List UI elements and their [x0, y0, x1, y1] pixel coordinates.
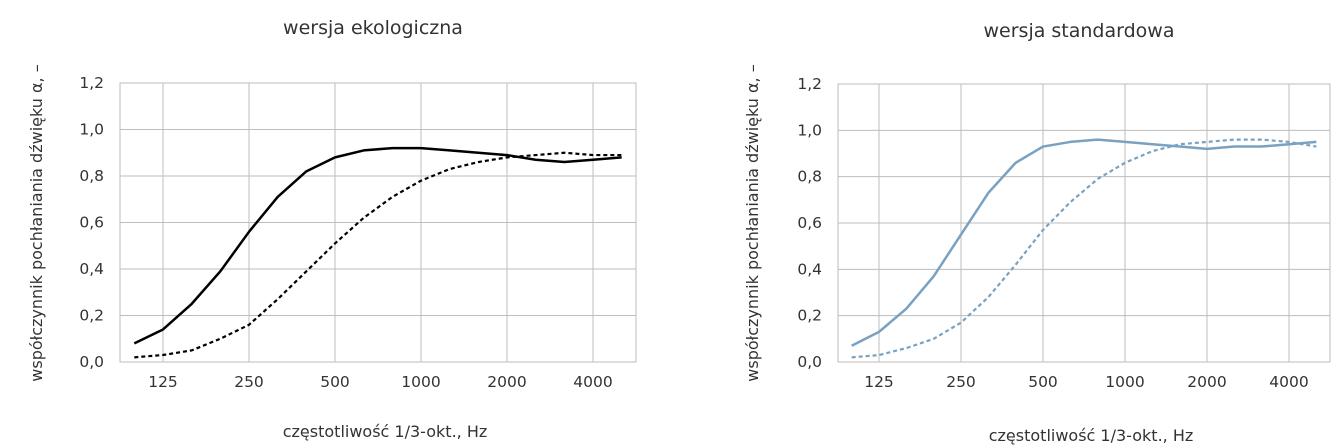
series-line-solid	[133, 146, 622, 345]
x-tick-label: 500	[320, 373, 350, 391]
x-tick-label: 4000	[1269, 373, 1308, 391]
series-line-dashed	[134, 151, 622, 359]
x-axis-label: częstotliwość 1/3-okt., Hz	[989, 426, 1194, 445]
chart-1: wersja ekologiczna 0,0 0,2 0,4 0,6 0,8 1,0 1,2 1…	[27, 17, 637, 441]
x-axis-label: częstotliwość 1/3-okt., Hz	[283, 422, 488, 441]
series-line-dashed	[851, 138, 1317, 359]
y-tick-label: 0,6	[79, 214, 104, 232]
y-axis-label: współczynnik pochłaniania dźwięku α, –	[743, 64, 762, 381]
x-tick-label: 1000	[1105, 373, 1144, 391]
series-line-solid	[851, 138, 1317, 347]
y-axis-label: współczynnik pochłaniania dźwięku α, –	[27, 64, 46, 381]
y-tick-label: 0,8	[797, 168, 822, 186]
plot-frame	[837, 83, 1331, 363]
x-tick-label: 500	[1028, 373, 1058, 391]
x-tick-label: 125	[148, 373, 178, 391]
y-tick-label: 0,4	[79, 260, 104, 278]
x-tick-label: 250	[234, 373, 264, 391]
y-tick-label: 0,8	[79, 167, 104, 185]
y-tick-label: 1,0	[79, 121, 104, 139]
x-tick-label: 4000	[573, 373, 612, 391]
x-tick-label: 1000	[401, 373, 440, 391]
y-tick-label: 0,2	[797, 307, 822, 325]
plot-frame	[119, 82, 637, 363]
x-tick-label: 2000	[1187, 373, 1226, 391]
y-tick-label: 1,2	[797, 75, 822, 93]
x-tick-label: 250	[946, 373, 976, 391]
y-tick-label: 1,0	[797, 121, 822, 139]
y-tick-label: 0,6	[797, 214, 822, 232]
y-tick-label: 0,4	[797, 260, 822, 278]
chart-title: wersja ekologiczna	[283, 17, 463, 39]
y-tick-label: 0,2	[79, 307, 104, 325]
x-tick-label: 125	[864, 373, 894, 391]
x-tick-label: 2000	[487, 373, 526, 391]
y-tick-label: 0,0	[797, 353, 822, 371]
y-tick-label: 0,0	[79, 353, 104, 371]
chart-2: wersja standardowa 0,0 0,2 0,4 0,6 0,8 1,0 1,2 1…	[743, 20, 1331, 445]
chart-title: wersja standardowa	[984, 20, 1175, 42]
y-tick-label: 1,2	[79, 74, 104, 92]
